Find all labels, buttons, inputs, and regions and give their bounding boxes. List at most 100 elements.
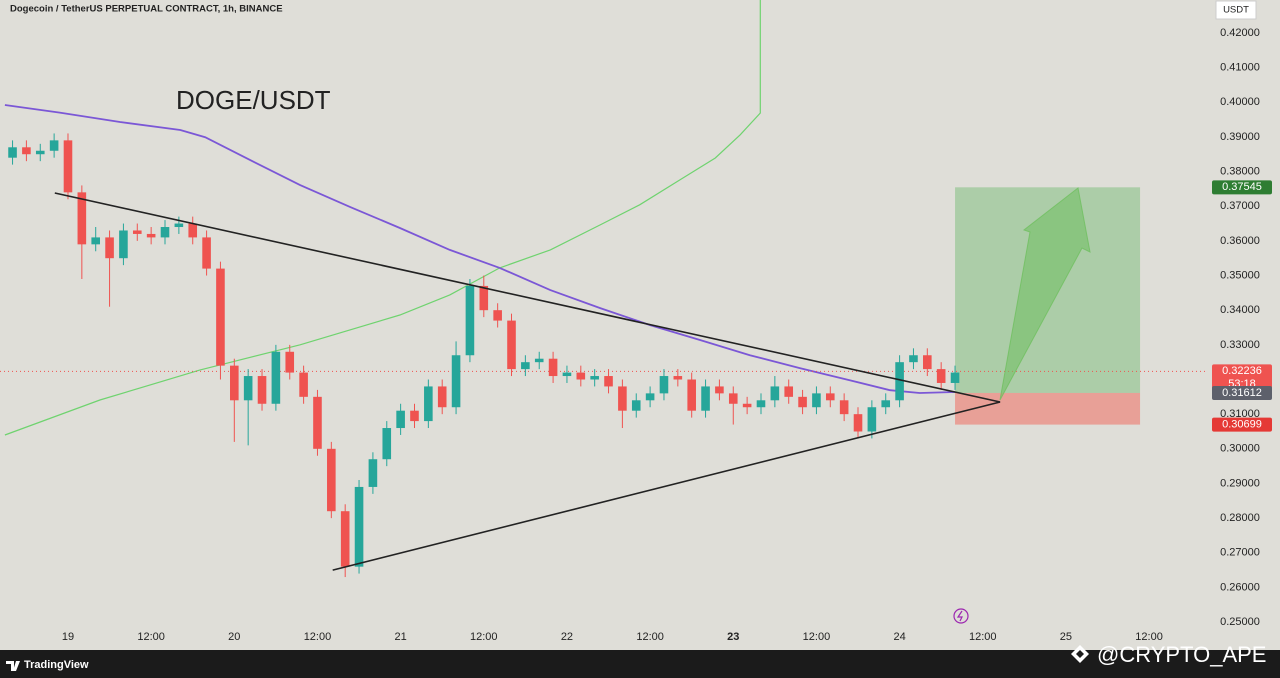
- price-tag: [1212, 417, 1272, 432]
- candle-body: [853, 414, 863, 432]
- x-tick-label: 19: [62, 631, 74, 643]
- price-tag-label: 0.37545: [1222, 181, 1262, 193]
- logo: TradingView: [24, 659, 89, 671]
- candle-body: [645, 393, 655, 401]
- candle-body: [618, 386, 627, 411]
- candle-body: [160, 227, 170, 238]
- x-tick-label: 22: [561, 631, 573, 643]
- candle-body: [368, 459, 378, 487]
- candle-body: [216, 268, 225, 366]
- x-tick-label: 12:00: [636, 631, 664, 643]
- candle-body: [22, 147, 31, 155]
- candle-body: [271, 351, 281, 404]
- candle-body: [770, 386, 780, 401]
- candle-body: [174, 223, 184, 228]
- candle-body: [950, 372, 960, 383]
- candle-body: [923, 355, 932, 370]
- price-tag-label: 0.30699: [1222, 418, 1262, 430]
- candle-body: [132, 230, 142, 234]
- currency-box[interactable]: [1215, 0, 1257, 20]
- candle-body: [146, 233, 156, 238]
- y-tick-label: 0.29000: [1220, 477, 1260, 489]
- candle-body: [327, 448, 336, 512]
- candle-body: [562, 372, 572, 377]
- candle-body: [396, 410, 405, 429]
- y-tick-label: 0.41000: [1220, 61, 1260, 73]
- x-tick-label: 12:00: [969, 631, 997, 643]
- candle-body: [521, 362, 530, 370]
- x-tick-label: 21: [395, 631, 407, 643]
- candle-body: [798, 396, 807, 408]
- y-tick-label: 0.28000: [1220, 512, 1260, 524]
- y-tick-label: 0.31000: [1220, 408, 1260, 420]
- candle-body: [49, 140, 59, 151]
- candle-body: [742, 403, 752, 408]
- candle-body: [812, 393, 821, 408]
- alert-icon-bolt: [956, 610, 963, 622]
- candle-body: [437, 386, 447, 408]
- candle-body: [548, 358, 558, 377]
- candle-body: [410, 410, 419, 422]
- price-tag: [1212, 364, 1272, 393]
- y-tick-label: 0.35000: [1220, 269, 1260, 281]
- y-tick-label: 0.37000: [1220, 200, 1260, 212]
- x-tick-label: 12:00: [137, 631, 165, 643]
- price-tag-label: 0.32236: [1222, 365, 1262, 377]
- candle-body: [604, 376, 613, 387]
- x-tick-label: 24: [893, 631, 905, 643]
- candle-body: [354, 486, 364, 567]
- candle-body: [687, 379, 696, 411]
- candle-body: [895, 362, 904, 401]
- candle-body: [230, 365, 239, 401]
- candle-body: [936, 369, 946, 383]
- candle-body: [728, 393, 738, 404]
- candle-body: [576, 372, 586, 380]
- y-tick-label: 0.39000: [1220, 131, 1260, 143]
- x-tick-label: 23: [727, 631, 739, 643]
- watermark: @CRYPTO_APE: [1097, 642, 1266, 667]
- candle-body: [91, 237, 101, 245]
- x-tick-label: 25: [1060, 631, 1072, 643]
- footer-bar: [0, 650, 1280, 678]
- y-tick-label: 0.27000: [1220, 547, 1260, 559]
- y-tick-label: 0.26000: [1220, 581, 1260, 593]
- y-tick-label: 0.42000: [1220, 27, 1260, 39]
- candle-body: [188, 223, 198, 238]
- candle-body: [299, 372, 308, 397]
- candle-body: [451, 355, 461, 408]
- x-tick-label: 12:00: [470, 631, 498, 643]
- annotation: DOGE/USDT: [176, 85, 331, 115]
- candle-body: [63, 140, 73, 193]
- price-tag-label: 0.31612: [1222, 387, 1262, 399]
- trendline: [54, 192, 1001, 403]
- x-tick-label: 12:00: [304, 631, 332, 643]
- alert-icon[interactable]: [953, 608, 969, 624]
- y-tick-label: 0.34000: [1220, 304, 1260, 316]
- candle-body: [105, 237, 114, 259]
- candle-body: [825, 393, 835, 401]
- watermark-icon: [1071, 645, 1089, 663]
- candle-body: [243, 376, 253, 401]
- candle-body: [465, 285, 475, 356]
- logo-icon: [6, 661, 20, 671]
- candle-body: [340, 511, 350, 567]
- candle-body: [881, 400, 891, 408]
- y-tick-label: 0.40000: [1220, 96, 1260, 108]
- price-tag: [1212, 180, 1272, 195]
- candle-body: [493, 310, 502, 321]
- candle-body: [119, 230, 128, 259]
- candle-body: [382, 428, 392, 460]
- candle-body: [659, 376, 669, 394]
- currency[interactable]: USDT: [1223, 5, 1249, 16]
- candle-body: [202, 237, 211, 269]
- candle-body: [8, 147, 17, 158]
- price-tag: [1212, 385, 1272, 400]
- target-arrow: [999, 187, 1091, 401]
- candle-body: [35, 150, 45, 155]
- moving-average: [4, 104, 956, 394]
- chart-title: Dogecoin / TetherUS PERPETUAL CONTRACT, …: [10, 4, 283, 15]
- price-axis: [1205, 0, 1280, 650]
